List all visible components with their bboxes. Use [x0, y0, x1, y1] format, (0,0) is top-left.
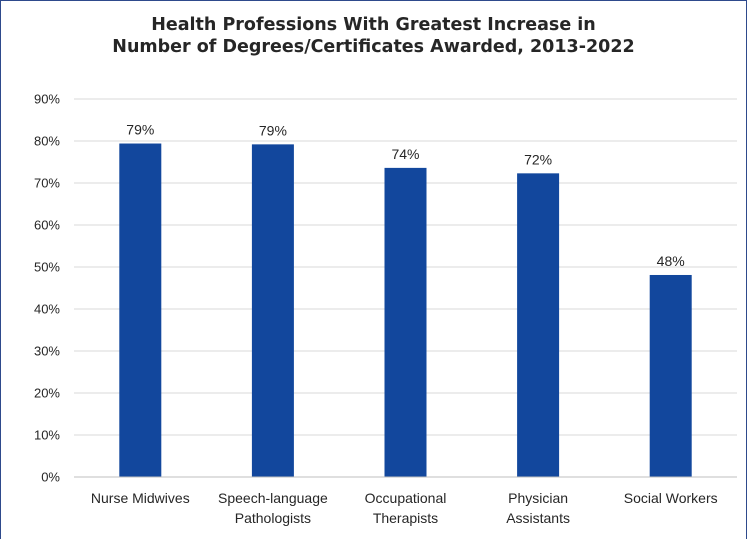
- y-tick-label: 70%: [34, 176, 60, 191]
- data-labels: 79% 79% 74% 72% 48%: [126, 122, 684, 269]
- chart-title-line-2: Number of Degrees/Certificates Awarded, …: [112, 37, 635, 57]
- y-tick-label: 50%: [34, 260, 60, 275]
- data-label: 74%: [391, 146, 419, 162]
- x-tick-label: Physician: [508, 490, 568, 506]
- y-tick-label: 30%: [34, 344, 60, 359]
- bar: [251, 144, 294, 478]
- y-tick-label: 60%: [34, 218, 60, 233]
- bar: [119, 143, 162, 477]
- chart-title: Health Professions With Greatest Increas…: [0, 14, 747, 58]
- x-tick-label: Speech-language: [218, 490, 328, 506]
- y-tick-label: 20%: [34, 386, 60, 401]
- chart-title-line-1: Health Professions With Greatest Increas…: [151, 15, 596, 35]
- y-tick-label: 80%: [34, 134, 60, 149]
- y-tick-label: 0%: [41, 470, 60, 485]
- x-tick-label: Nurse Midwives: [91, 490, 190, 506]
- data-label: 72%: [524, 151, 552, 167]
- bars: [119, 143, 692, 478]
- data-label: 79%: [126, 122, 154, 138]
- y-tick-label: 10%: [34, 428, 60, 443]
- y-tick-label: 90%: [34, 92, 60, 107]
- data-label: 79%: [259, 122, 287, 138]
- bar: [384, 167, 427, 477]
- x-tick-label: Assistants: [506, 510, 570, 526]
- data-label: 48%: [657, 253, 685, 269]
- x-tick-label: Therapists: [373, 510, 438, 526]
- y-tick-label: 40%: [34, 302, 60, 317]
- bar: [517, 173, 560, 477]
- bar: [649, 274, 692, 477]
- x-tick-label: Pathologists: [235, 510, 311, 526]
- x-tick-label: Social Workers: [624, 490, 718, 506]
- x-tick-label: Occupational: [365, 490, 447, 506]
- y-axis: 0% 10% 20% 30% 40% 50% 60% 70% 80% 90%: [34, 92, 60, 485]
- x-axis: Nurse Midwives Speech-language Pathologist…: [74, 476, 737, 526]
